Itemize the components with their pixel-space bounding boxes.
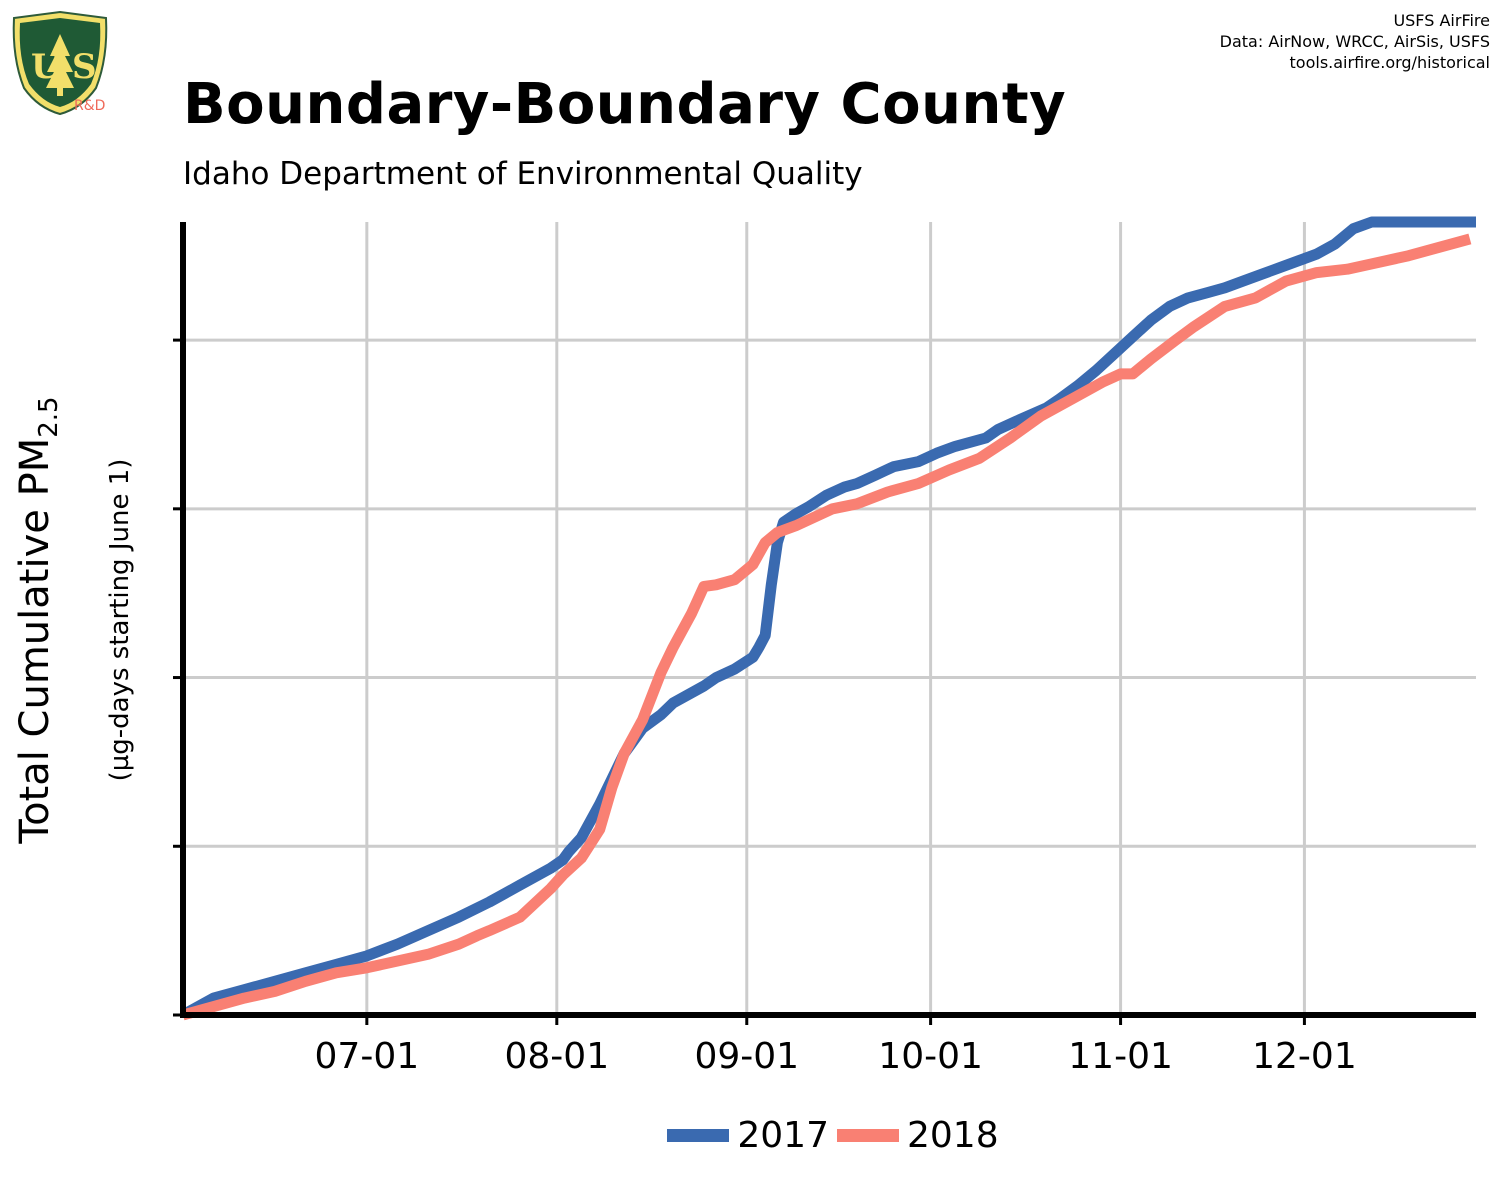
series-line-2018 <box>181 233 1472 1021</box>
x-tick-label: 08-01 <box>505 1036 610 1077</box>
legend-label-2018: 2018 <box>907 1115 999 1156</box>
chart-title: Boundary-Boundary County <box>183 72 1067 137</box>
series-line-2017 <box>180 216 1476 1020</box>
credit-line: Data: AirNow, WRCC, AirSis, USFS <box>1219 32 1490 51</box>
credits: USFS AirFire Data: AirNow, WRCC, AirSis,… <box>1220 10 1490 73</box>
chart-subtitle: Idaho Department of Environmental Qualit… <box>183 156 863 192</box>
y-axis-label-main: Total Cumulative PM <box>12 437 58 844</box>
x-tick-label: 12-01 <box>1252 1036 1357 1077</box>
legend-swatch-2017 <box>667 1129 730 1142</box>
legend: 2017 2018 <box>0 1115 1500 1156</box>
legend-item-2018: 2018 <box>837 1115 999 1156</box>
y-axis-units: (µg-days starting June 1) <box>105 458 135 782</box>
credit-line: USFS AirFire <box>1393 11 1490 30</box>
series-lines <box>180 216 1476 1021</box>
logo-rd-text: R&D <box>74 98 106 114</box>
usfs-shield-logo: U S <box>8 8 112 118</box>
axes <box>173 222 1476 1025</box>
x-tick-labels: 07-01 08-01 09-01 10-01 11-01 12-01 <box>315 1036 1357 1077</box>
grid <box>183 222 1476 1015</box>
svg-text:S: S <box>72 47 97 87</box>
y-axis-label: Total Cumulative PM2.5 <box>12 396 64 843</box>
legend-item-2017: 2017 <box>667 1115 829 1156</box>
credit-line: tools.airfire.org/historical <box>1289 53 1490 72</box>
x-tick-label: 09-01 <box>694 1036 799 1077</box>
x-tick-label: 10-01 <box>878 1036 983 1077</box>
x-tick-label: 11-01 <box>1068 1036 1173 1077</box>
legend-swatch-2018 <box>837 1129 899 1142</box>
legend-label-2017: 2017 <box>737 1115 829 1156</box>
y-axis-label-subscript: 2.5 <box>34 396 64 438</box>
x-tick-label: 07-01 <box>315 1036 420 1077</box>
